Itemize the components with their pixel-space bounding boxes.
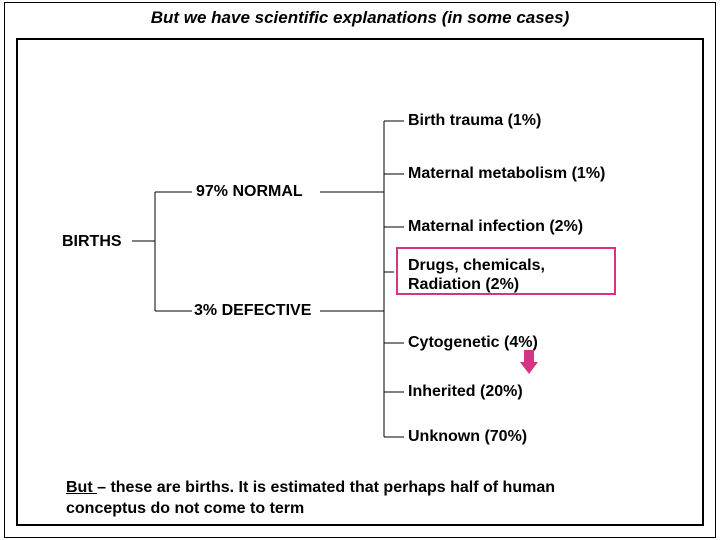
level2-node-defective: 3% DEFECTIVE [194, 302, 311, 320]
footnote-text: But – these are births. It is estimated … [66, 478, 626, 520]
footnote-rest: – these are births. It is estimated that… [66, 479, 555, 517]
leaf-node-5: Inherited (20%) [408, 383, 523, 401]
leaf-node-0: Birth trauma (1%) [408, 112, 541, 130]
highlight-box-drugs [396, 247, 616, 295]
leaf-node-1: Maternal metabolism (1%) [408, 165, 605, 183]
leaf-node-2: Maternal infection (2%) [408, 218, 583, 236]
footnote-lead: But [66, 479, 97, 496]
root-node-births: BIRTHS [62, 233, 122, 251]
leaf-node-4: Cytogenetic (4%) [408, 334, 538, 352]
level2-node-normal: 97% NORMAL [196, 183, 303, 201]
leaf-node-6: Unknown (70%) [408, 428, 527, 446]
slide-title: But we have scientific explanations (in … [0, 8, 720, 28]
